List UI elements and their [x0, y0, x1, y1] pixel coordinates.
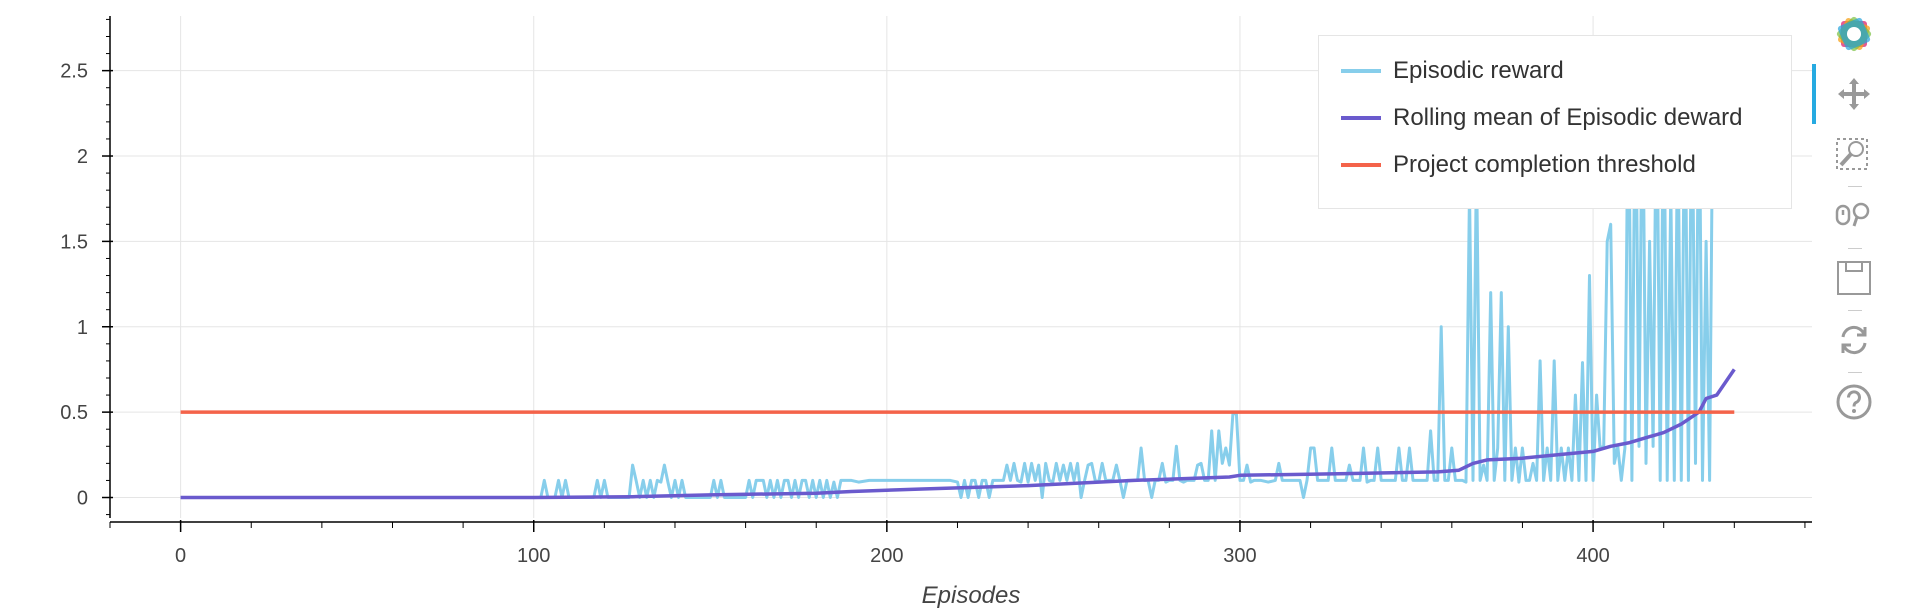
help-tool-icon[interactable]: [1830, 378, 1878, 426]
y-tick-label: 0: [77, 488, 88, 510]
legend-item-threshold[interactable]: Project completion threshold: [1341, 150, 1696, 180]
reset-tool-icon[interactable]: [1830, 316, 1878, 364]
wheel-zoom-tool-icon[interactable]: [1830, 192, 1878, 240]
toolbar-separator: [1848, 372, 1862, 373]
line-chart: 0 0.5 1 1.5 2 2.5 0 100 200 300 400 Episodes: [60, 16, 1812, 609]
series-group: [180, 52, 1736, 500]
box-zoom-tool-icon[interactable]: [1830, 130, 1878, 178]
y-tick-label: 2.5: [60, 61, 88, 83]
x-tick-label: 100: [517, 545, 550, 567]
legend: Episodic reward Rolling mean of Episodic…: [1318, 35, 1792, 209]
y-tick-label: 1.5: [60, 231, 88, 253]
y-tick-label: 2: [77, 146, 88, 168]
x-tick-label: 400: [1576, 545, 1609, 567]
pan-tool-icon[interactable]: [1830, 70, 1878, 118]
legend-label: Rolling mean of Episodic deward: [1393, 104, 1743, 131]
y-tick-label: 0.5: [60, 402, 88, 424]
toolbar-separator: [1848, 186, 1862, 187]
x-tick-label: 0: [175, 545, 186, 567]
y-tick-label: 1: [77, 317, 88, 339]
legend-item-episodic-reward[interactable]: Episodic reward: [1341, 56, 1564, 86]
toolbar: [1812, 0, 1912, 616]
legend-item-rolling-mean[interactable]: Rolling mean of Episodic deward: [1341, 103, 1743, 133]
toolbar-separator: [1848, 248, 1862, 249]
save-tool-icon[interactable]: [1830, 254, 1878, 302]
chart-container: 0 0.5 1 1.5 2 2.5 0 100 200 300 400 Episodes Episo…: [60, 16, 1812, 609]
legend-label: Project completion threshold: [1393, 151, 1696, 178]
bokeh-logo-icon[interactable]: [1830, 10, 1878, 58]
legend-swatch-episodic-reward: [1341, 69, 1381, 73]
legend-swatch-threshold: [1341, 163, 1381, 167]
legend-label: Episodic reward: [1393, 57, 1564, 84]
active-tool-indicator: [1812, 64, 1816, 124]
x-tick-label: 300: [1223, 545, 1256, 567]
x-axis-title: Episodes: [922, 582, 1021, 609]
axes: 0 0.5 1 1.5 2 2.5 0 100 200 300 400: [60, 16, 1812, 567]
legend-swatch-rolling-mean: [1341, 116, 1381, 120]
toolbar-separator: [1848, 310, 1862, 311]
x-tick-label: 200: [870, 545, 903, 567]
rolling-mean-line: [180, 368, 1736, 500]
